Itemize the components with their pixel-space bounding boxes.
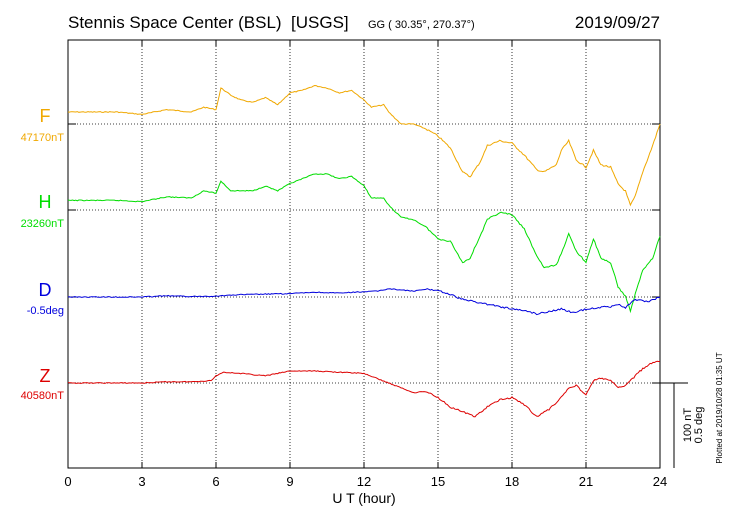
date-label: 2019/09/27 [575, 13, 660, 32]
x-tick-label: 21 [579, 474, 593, 489]
plotted-at-note: Plotted at 2019/10/28 01:35 UT [715, 352, 724, 463]
x-axis: 0 3 6 9 12 15 18 21 24 [64, 40, 667, 489]
x-axis-label: U T (hour) [332, 490, 395, 506]
scale-bar-label-2: 0.5 deg [693, 407, 705, 444]
series-line-Z [67, 360, 661, 418]
x-tick-label: 9 [286, 474, 293, 489]
x-tick-label: 18 [505, 474, 519, 489]
coords-label: GG ( 30.35°, 270.37°) [368, 19, 475, 31]
series-name-H: H [39, 192, 52, 212]
series-name-F: F [40, 106, 51, 126]
x-tick-label: 24 [653, 474, 667, 489]
series-baseline-label-D: -0.5deg [27, 305, 64, 317]
series-name-D: D [39, 280, 52, 300]
x-tick-label: 3 [138, 474, 145, 489]
x-tick-label: 6 [212, 474, 219, 489]
x-tick-label: 0 [64, 474, 71, 489]
series-baseline-label-Z: 40580nT [21, 390, 65, 402]
series-group [67, 84, 661, 418]
station-title: Stennis Space Center (BSL) [USGS] [68, 13, 349, 32]
series-line-F [67, 84, 661, 207]
x-tick-label: 15 [431, 474, 445, 489]
series-name-Z: Z [40, 366, 51, 386]
scale-bar-label-1: 100 nT [682, 408, 694, 443]
series-baseline-label-F: 47170nT [21, 132, 65, 144]
series-line-H [67, 173, 661, 314]
grid-lines [141, 40, 587, 468]
series-labels: F 47170nT H 23260nT D -0.5deg Z 40580nT [21, 106, 65, 402]
series-baseline-label-H: 23260nT [21, 218, 65, 230]
x-tick-label: 12 [357, 474, 371, 489]
series-line-D [67, 288, 661, 316]
